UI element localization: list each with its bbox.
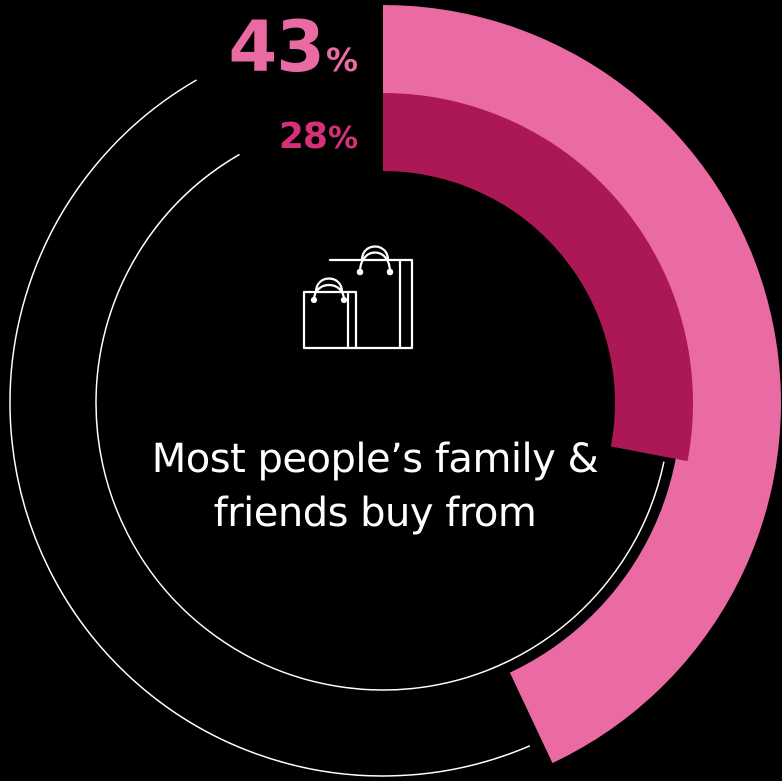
inner-value-arc	[383, 93, 693, 462]
inner-percent-value: 28	[278, 116, 328, 157]
outer-track-ring	[9, 79, 531, 777]
outer-percent-label: 43%	[228, 6, 358, 88]
outer-percent-unit: %	[325, 41, 358, 79]
inner-track-ring	[95, 153, 665, 691]
inner-percent-unit: %	[327, 121, 358, 156]
chart-caption: Most people’s family & friends buy from	[151, 436, 599, 536]
outer-percent-value: 43	[228, 6, 325, 88]
shopping-bags-icon	[302, 245, 414, 350]
inner-percent-label: 28%	[278, 116, 358, 157]
outer-value-arc	[383, 5, 782, 764]
